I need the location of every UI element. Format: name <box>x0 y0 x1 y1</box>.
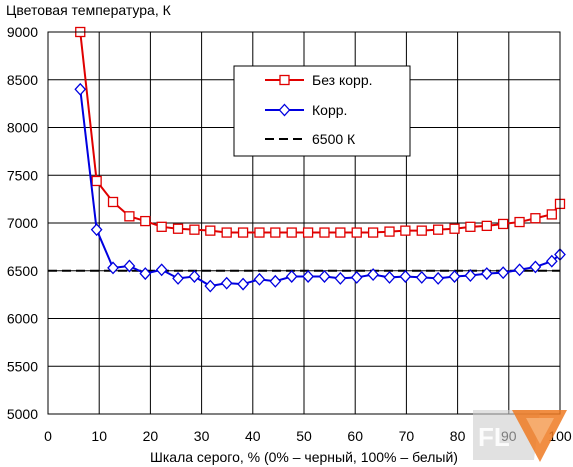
data-point <box>481 220 492 232</box>
data-point <box>464 269 477 282</box>
x-tick-label: 30 <box>194 428 210 444</box>
legend-label: Без корр. <box>312 72 373 88</box>
data-point <box>204 279 217 293</box>
data-point <box>545 254 558 268</box>
data-point <box>318 270 331 283</box>
data-point <box>449 223 460 234</box>
data-point <box>350 270 363 284</box>
data-point <box>383 270 396 284</box>
y-tick-label: 7500 <box>7 167 38 183</box>
data-point <box>498 218 509 230</box>
data-point <box>415 270 428 284</box>
data-point <box>302 227 314 238</box>
data-point <box>254 227 265 238</box>
data-point <box>302 270 314 283</box>
data-point <box>416 225 427 236</box>
data-point <box>221 227 232 238</box>
x-tick-label: 60 <box>347 428 363 444</box>
legend-label: Корр. <box>312 102 347 118</box>
legend-entry: Без корр. <box>265 72 373 88</box>
x-tick-label: 40 <box>245 428 261 444</box>
data-point <box>123 259 136 273</box>
data-point <box>334 271 347 285</box>
y-tick-label: 9000 <box>7 24 38 40</box>
data-point <box>124 211 135 222</box>
chart-title: Цветовая температура, К <box>6 2 172 18</box>
data-point <box>220 276 233 290</box>
legend-entry: Корр. <box>265 102 347 118</box>
data-point <box>156 221 167 232</box>
y-tick-label: 8500 <box>7 72 38 88</box>
data-point <box>529 260 542 274</box>
x-tick-label: 10 <box>91 428 107 444</box>
data-point <box>465 221 476 232</box>
data-point <box>189 224 200 235</box>
data-point <box>285 270 298 283</box>
legend-entry: 6500 К <box>265 131 356 147</box>
data-point <box>107 196 119 208</box>
data-point <box>286 227 297 238</box>
y-tick-label: 5000 <box>7 406 38 422</box>
data-point <box>270 227 281 238</box>
data-point <box>448 270 461 283</box>
data-point <box>514 216 525 228</box>
data-point <box>172 271 184 285</box>
y-axis-ticks: 5000 5500 6000 6500 7000 7500 8000 8500 9000 <box>7 24 38 422</box>
y-tick-label: 7000 <box>7 215 38 231</box>
x-tick-label: 20 <box>143 428 159 444</box>
data-point <box>367 268 379 282</box>
data-point <box>155 263 168 277</box>
data-point <box>480 267 493 281</box>
data-point <box>432 224 444 235</box>
data-point <box>91 175 102 187</box>
plot-frame <box>47 31 561 415</box>
grid <box>47 31 561 415</box>
data-point <box>253 272 266 286</box>
legend-marker <box>279 74 290 86</box>
legend-box <box>233 65 411 157</box>
data-point <box>139 267 152 281</box>
y-tick-label: 8000 <box>7 120 38 136</box>
data-point <box>351 227 362 238</box>
data-point <box>384 226 395 237</box>
data-point <box>90 223 103 237</box>
y-tick-label: 5500 <box>7 358 38 374</box>
data-point <box>107 261 119 275</box>
x-axis-ticks: 0102030405060708090100 <box>44 428 572 444</box>
data-point <box>237 227 249 238</box>
data-point <box>319 227 330 238</box>
legend-items: Без корр. Корр. 6500 К <box>265 72 373 147</box>
x-tick-label: 0 <box>44 428 52 444</box>
x-tick-label: 50 <box>296 428 312 444</box>
watermark-logo: FL <box>473 410 567 462</box>
data-point <box>269 274 282 288</box>
data-point <box>513 263 526 277</box>
x-axis-label: Шкала серого, % (0% – черный, 100% – бел… <box>150 449 458 465</box>
data-point <box>399 270 412 283</box>
data-point <box>400 225 411 236</box>
data-point <box>432 271 445 285</box>
data-point <box>530 213 541 224</box>
data-point <box>367 227 379 238</box>
data-point <box>237 277 249 291</box>
data-point <box>172 223 184 234</box>
data-point <box>188 270 201 283</box>
y-tick-label: 6000 <box>7 311 38 327</box>
x-tick-label: 80 <box>450 428 466 444</box>
data-point <box>205 225 216 236</box>
data-point <box>497 266 510 280</box>
legend: Без корр. Корр. 6500 К <box>233 65 411 157</box>
data-point <box>335 227 346 238</box>
x-tick-label: 70 <box>399 428 415 444</box>
data-point <box>74 82 87 96</box>
data-point <box>546 209 557 220</box>
data-point <box>140 215 151 227</box>
legend-marker <box>278 103 291 117</box>
svg-text:FL: FL <box>478 422 510 452</box>
legend-label: 6500 К <box>312 131 356 147</box>
y-tick-label: 6500 <box>7 263 38 279</box>
